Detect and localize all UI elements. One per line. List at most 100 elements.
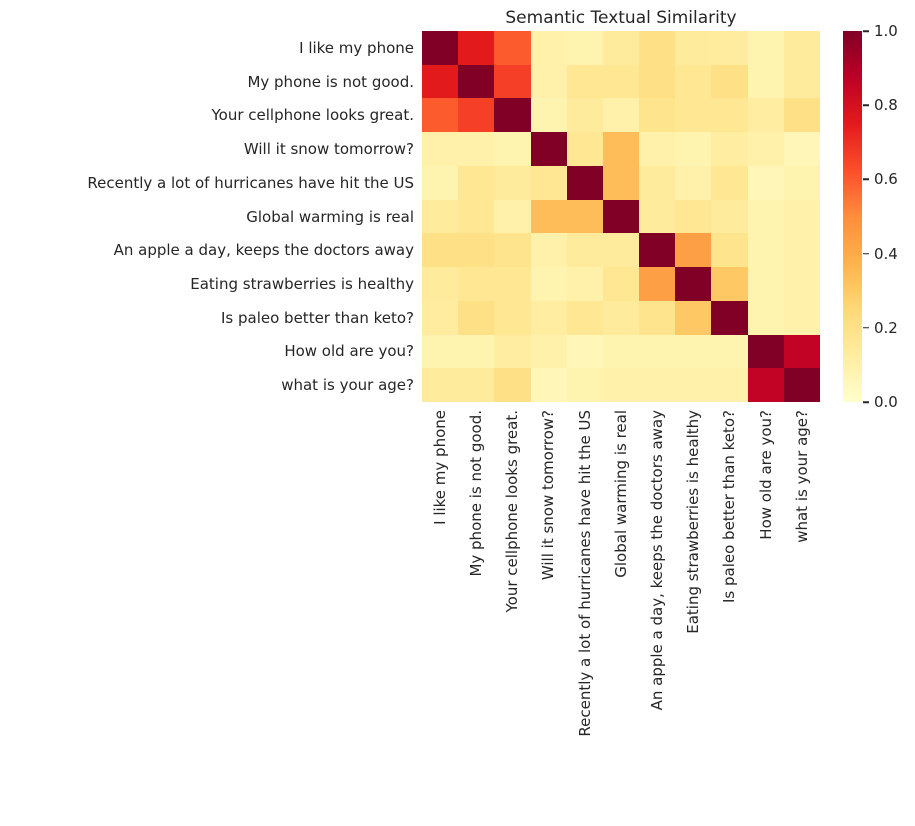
heatmap-cell (602, 165, 640, 200)
heatmap-cell (566, 98, 603, 133)
heatmap-cell (711, 199, 748, 234)
heatmap-cell (422, 165, 459, 200)
heatmap-cell (711, 98, 748, 133)
heatmap-cell (639, 300, 676, 335)
heatmap-cell (639, 334, 676, 369)
heatmap-cell (783, 300, 820, 335)
colorbar-tick-mark (863, 401, 869, 403)
y-tick-label: what is your age? (281, 376, 414, 395)
heatmap-cell (783, 368, 820, 402)
heatmap-cell (675, 334, 712, 369)
y-tick-label: Will it snow tomorrow? (243, 140, 414, 159)
heatmap-cell (494, 334, 531, 369)
heatmap-cell (747, 132, 784, 166)
x-axis-labels: I like my phone My phone is not good. Your… (422, 410, 820, 820)
colorbar: 0.0 0.2 0.4 0.6 0.8 1.0 (843, 22, 915, 411)
heatmap-cell (639, 267, 676, 301)
heatmap-cell (783, 267, 820, 301)
heatmap-cell (458, 98, 495, 133)
heatmap-cell (566, 199, 603, 234)
colorbar-tick-mark (863, 104, 869, 106)
heatmap-cell (458, 267, 495, 301)
heatmap-grid (422, 31, 820, 402)
heatmap-cell (530, 300, 567, 335)
heatmap-cell (422, 132, 459, 166)
colorbar-tick-mark (863, 178, 869, 181)
heatmap-cell (458, 300, 495, 335)
heatmap-cell (530, 334, 567, 369)
heatmap-cell (783, 199, 820, 234)
heatmap-cell (458, 368, 495, 402)
heatmap-cell (494, 31, 531, 65)
x-tick-cell: Your cellphone looks great. (494, 410, 530, 820)
heatmap-cell (458, 132, 495, 166)
heatmap-cell (783, 31, 820, 65)
heatmap-cell (675, 267, 712, 301)
heatmap-cell (494, 199, 531, 234)
x-tick-label: Your cellphone looks great. (503, 410, 522, 613)
heatmap-cell (711, 233, 748, 268)
x-tick-label: How old are you? (756, 410, 775, 540)
colorbar-tick-label: 1.0 (874, 22, 898, 40)
heatmap-cell (747, 233, 784, 268)
heatmap-cell (639, 132, 676, 166)
x-tick-label: An apple a day, keeps the doctors away (647, 410, 666, 711)
heatmap-cell (602, 368, 640, 402)
heatmap-cell (566, 334, 603, 369)
heatmap-cell (783, 165, 820, 200)
heatmap-cell (675, 199, 712, 234)
heatmap-cell (639, 31, 676, 65)
heatmap-cell (747, 31, 784, 65)
heatmap-cell (530, 233, 567, 268)
heatmap-cell (639, 64, 676, 99)
chart-title: Semantic Textual Similarity (505, 8, 737, 28)
y-tick-label: Is paleo better than keto? (221, 308, 414, 327)
heatmap-cell (530, 368, 567, 402)
x-tick-label: I like my phone (430, 410, 449, 525)
colorbar-tick-label: 0.6 (874, 170, 898, 189)
heatmap-cell (747, 300, 784, 335)
heatmap-cell (494, 267, 531, 301)
x-tick-cell: Recently a lot of hurricanes have hit th… (567, 410, 603, 820)
heatmap-cell (530, 132, 567, 166)
heatmap-cell (422, 368, 459, 402)
heatmap-cell (783, 98, 820, 133)
heatmap-cell (639, 98, 676, 133)
x-tick-cell: I like my phone (422, 410, 458, 820)
heatmap-cell (566, 233, 603, 268)
x-tick-cell: Global warming is real (603, 410, 639, 820)
x-tick-cell: An apple a day, keeps the doctors away (639, 410, 675, 820)
x-tick-cell: My phone is not good. (458, 410, 494, 820)
heatmap-cell (422, 334, 459, 369)
x-tick-label: Global warming is real (611, 410, 630, 578)
y-tick-label: My phone is not good. (247, 72, 414, 91)
heatmap-cell (602, 334, 640, 369)
y-tick-label: I like my phone (299, 38, 414, 57)
y-tick-label: Eating strawberries is healthy (190, 275, 414, 293)
heatmap-cell (675, 64, 712, 99)
heatmap-cell (422, 233, 459, 268)
heatmap-cell (458, 64, 495, 99)
heatmap-cell (422, 31, 459, 65)
x-tick-label: Eating strawberries is healthy (684, 410, 703, 634)
heatmap-cell (422, 267, 459, 301)
heatmap-cell (783, 334, 820, 369)
heatmap-cell (530, 98, 567, 133)
heatmap-cell (530, 165, 567, 200)
heatmap-cell (530, 267, 567, 301)
heatmap-cell (783, 233, 820, 268)
heatmap-cell (639, 199, 676, 234)
y-tick-label: Your cellphone looks great. (211, 106, 414, 125)
heatmap-cell (422, 98, 459, 133)
heatmap-cell (675, 300, 712, 335)
y-tick-label: Recently a lot of hurricanes have hit th… (87, 173, 414, 192)
x-tick-label: Is paleo better than keto? (720, 410, 739, 603)
y-axis-labels: I like my phone My phone is not good. Your… (0, 31, 414, 402)
heatmap-cell (458, 199, 495, 234)
x-tick-cell: what is your age? (784, 410, 820, 820)
x-tick-label: Recently a lot of hurricanes have hit th… (575, 410, 594, 737)
y-tick-label: How old are you? (284, 342, 414, 361)
heatmap-cell (639, 165, 676, 200)
heatmap-cell (602, 233, 640, 268)
